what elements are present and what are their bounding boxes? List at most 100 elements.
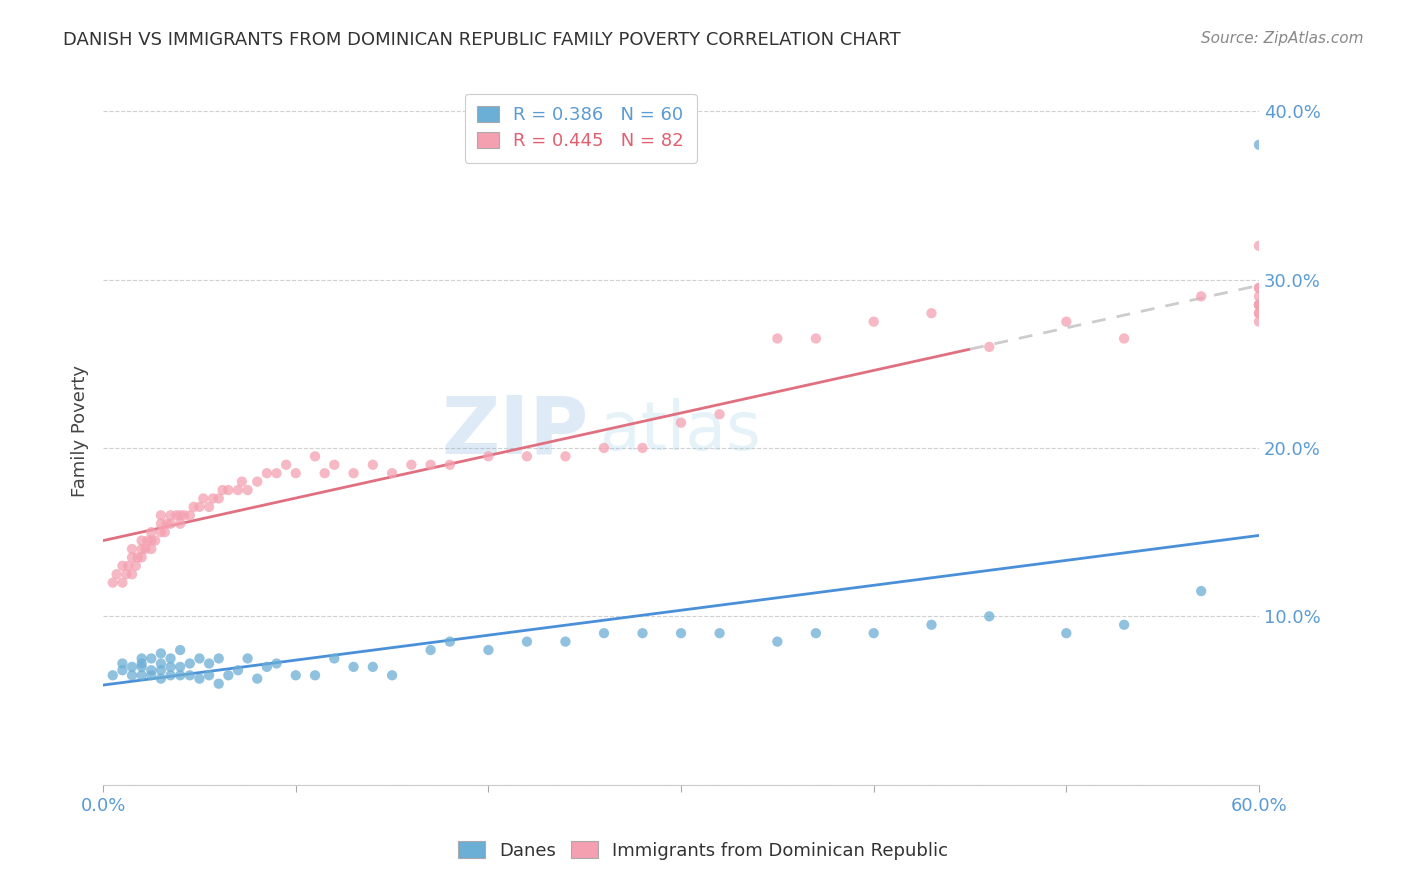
Point — [111, 663, 134, 677]
Point — [208, 491, 231, 506]
Point — [1189, 289, 1212, 303]
Point — [179, 657, 201, 671]
Point — [304, 668, 326, 682]
Point — [188, 500, 211, 514]
Point — [804, 331, 827, 345]
Point — [131, 668, 153, 682]
Point — [141, 541, 163, 556]
Point — [554, 634, 576, 648]
Point — [516, 634, 538, 648]
Point — [131, 651, 153, 665]
Text: ZIP: ZIP — [441, 392, 589, 470]
Point — [105, 567, 128, 582]
Point — [179, 508, 201, 523]
Point — [979, 340, 1001, 354]
Point — [246, 672, 269, 686]
Point — [516, 450, 538, 464]
Point — [211, 483, 233, 497]
Point — [101, 575, 124, 590]
Point — [361, 660, 384, 674]
Point — [198, 500, 221, 514]
Point — [115, 567, 138, 582]
Point — [149, 657, 172, 671]
Point — [631, 626, 654, 640]
Point — [593, 626, 616, 640]
Point — [1247, 298, 1270, 312]
Point — [198, 657, 221, 671]
Point — [141, 533, 163, 548]
Point — [226, 663, 249, 677]
Point — [401, 458, 423, 472]
Point — [111, 558, 134, 573]
Point — [979, 609, 1001, 624]
Point — [1247, 315, 1270, 329]
Point — [134, 541, 156, 556]
Text: atlas: atlas — [600, 398, 761, 464]
Point — [709, 626, 731, 640]
Point — [304, 450, 326, 464]
Point — [1247, 281, 1270, 295]
Point — [169, 516, 191, 531]
Point — [342, 660, 364, 674]
Point — [231, 475, 253, 489]
Point — [284, 668, 307, 682]
Point — [439, 458, 461, 472]
Point — [121, 550, 143, 565]
Point — [159, 651, 181, 665]
Point — [477, 643, 499, 657]
Point — [159, 516, 181, 531]
Point — [141, 525, 163, 540]
Point — [141, 668, 163, 682]
Text: DANISH VS IMMIGRANTS FROM DOMINICAN REPUBLIC FAMILY POVERTY CORRELATION CHART: DANISH VS IMMIGRANTS FROM DOMINICAN REPU… — [63, 31, 901, 49]
Point — [804, 626, 827, 640]
Point — [131, 550, 153, 565]
Point — [323, 651, 346, 665]
Point — [921, 617, 943, 632]
Point — [246, 475, 269, 489]
Point — [1247, 306, 1270, 320]
Point — [131, 541, 153, 556]
Point — [159, 668, 181, 682]
Point — [125, 558, 148, 573]
Point — [236, 483, 259, 497]
Point — [117, 558, 139, 573]
Point — [131, 533, 153, 548]
Point — [111, 575, 134, 590]
Text: Source: ZipAtlas.com: Source: ZipAtlas.com — [1201, 31, 1364, 46]
Point — [862, 315, 884, 329]
Point — [159, 508, 181, 523]
Point — [217, 483, 239, 497]
Point — [169, 660, 191, 674]
Point — [276, 458, 298, 472]
Point — [669, 626, 692, 640]
Point — [236, 651, 259, 665]
Point — [149, 672, 172, 686]
Point — [101, 668, 124, 682]
Point — [169, 508, 191, 523]
Point — [127, 550, 149, 565]
Point — [1247, 298, 1270, 312]
Point — [188, 672, 211, 686]
Point — [208, 676, 231, 690]
Point — [342, 466, 364, 480]
Point — [165, 508, 187, 523]
Point — [198, 668, 221, 682]
Point — [149, 663, 172, 677]
Point — [1114, 331, 1136, 345]
Point — [314, 466, 336, 480]
Legend: R = 0.386   N = 60, R = 0.445   N = 82: R = 0.386 N = 60, R = 0.445 N = 82 — [465, 94, 697, 162]
Point — [381, 668, 404, 682]
Point — [256, 660, 278, 674]
Point — [1247, 239, 1270, 253]
Point — [419, 643, 441, 657]
Point — [1114, 617, 1136, 632]
Point — [1189, 584, 1212, 599]
Point — [766, 634, 789, 648]
Point — [1054, 315, 1077, 329]
Point — [766, 331, 789, 345]
Point — [381, 466, 404, 480]
Point — [173, 508, 195, 523]
Point — [169, 668, 191, 682]
Point — [149, 516, 172, 531]
Point — [208, 651, 231, 665]
